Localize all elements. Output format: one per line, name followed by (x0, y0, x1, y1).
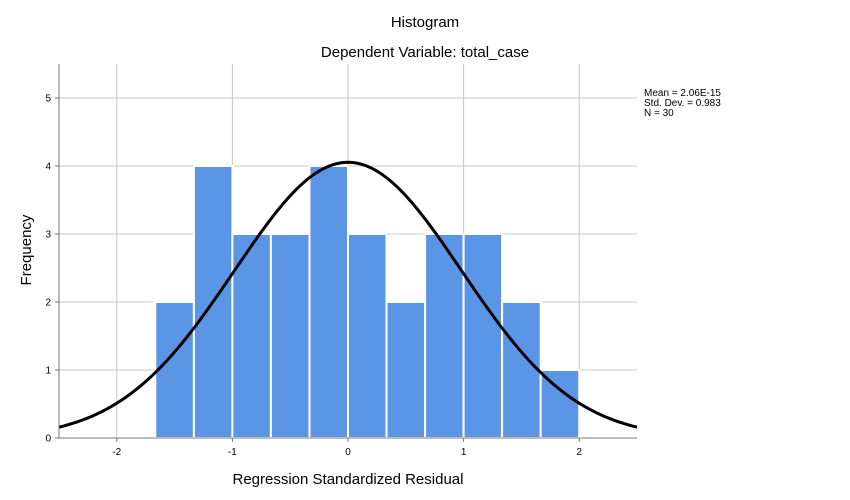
y-tick-label: 5 (45, 94, 51, 105)
bar-0 (154, 301, 195, 439)
axes (55, 64, 637, 442)
bar-10 (539, 369, 581, 439)
stats-line: N = 30 (644, 108, 674, 119)
bar-8 (462, 233, 504, 439)
x-tick-label: 1 (461, 447, 467, 458)
bar-9 (501, 301, 542, 439)
y-tick-label: 1 (45, 366, 51, 377)
normal-curve (58, 160, 638, 429)
y-tick-label: 2 (45, 298, 51, 309)
y-tick-labels: 0 1 2 3 4 5 (45, 94, 51, 445)
bar-6 (385, 301, 427, 439)
bar-3 (269, 233, 311, 439)
bar-4 (308, 165, 349, 439)
stats-line: Mean = 2.06E-15 (644, 88, 721, 99)
chart-subtitle: Dependent Variable: total_case (321, 44, 529, 61)
y-tick-label: 3 (45, 230, 51, 241)
y-axis-title: Frequency (18, 214, 35, 285)
bar-5 (347, 233, 388, 439)
stats-line: Std. Dev. = 0.983 (644, 98, 721, 109)
chart-title: Histogram (391, 14, 459, 31)
x-tick-label: 0 (345, 447, 351, 458)
bars-group (154, 165, 581, 439)
x-tick-label: -2 (112, 447, 121, 458)
x-tick-label: -1 (228, 447, 237, 458)
y-tick-label: 4 (45, 162, 51, 173)
x-tick-label: 2 (576, 447, 582, 458)
bar-2 (231, 233, 272, 439)
y-tick-label: 0 (45, 434, 51, 445)
x-tick-labels: -2 -1 0 1 2 (112, 447, 582, 458)
x-axis-title: Regression Standardized Residual (233, 471, 464, 488)
